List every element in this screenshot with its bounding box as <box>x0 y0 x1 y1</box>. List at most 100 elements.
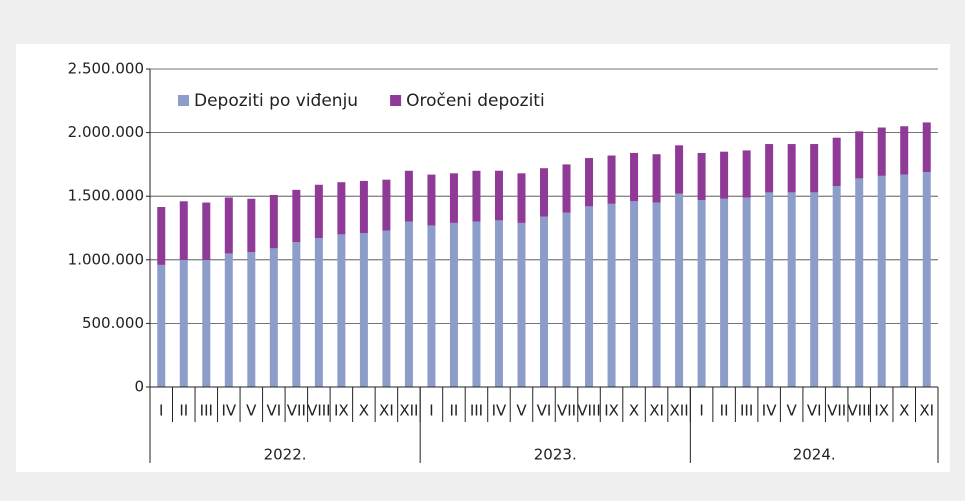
group-label: 2024. <box>793 446 836 464</box>
x-tick-label: IV <box>492 402 507 420</box>
bar-segment <box>742 150 751 198</box>
bar-segment <box>202 259 211 387</box>
bar-segment <box>337 182 346 235</box>
bar-segment <box>202 202 211 260</box>
bar-segment <box>247 252 256 387</box>
bar-segment <box>540 216 548 387</box>
bar-segment <box>179 259 188 387</box>
x-tick-label: V <box>516 402 527 420</box>
bar-segment <box>292 241 301 387</box>
bar-segment <box>157 264 166 387</box>
x-tick-label: VIII <box>577 402 601 420</box>
bar-segment <box>810 144 819 193</box>
bar-segment <box>179 201 188 260</box>
x-tick-label: XI <box>649 402 664 420</box>
bar-segment <box>585 206 594 387</box>
group-label: 2022. <box>264 446 307 464</box>
bar-segment <box>427 174 436 226</box>
x-tick-label: II <box>450 402 459 420</box>
x-tick-label: IX <box>604 402 619 420</box>
bar-segment <box>359 233 368 387</box>
bar-segment <box>472 170 481 222</box>
legend-swatch <box>390 95 402 106</box>
bar-segment <box>922 122 931 173</box>
bar-segment <box>652 154 661 203</box>
bar-segment <box>359 180 368 234</box>
bar-segment <box>697 152 706 201</box>
x-tick-label: I <box>159 402 163 420</box>
x-tick-label: VIII <box>847 402 871 420</box>
bar-segment <box>855 131 864 179</box>
x-tick-label: VII <box>557 402 576 420</box>
x-tick-label: XI <box>379 402 394 420</box>
x-tick-label: XII <box>399 402 418 420</box>
x-tick-label: VI <box>266 402 281 420</box>
bar-segment <box>382 179 391 231</box>
x-tick-label: I <box>429 402 433 420</box>
x-tick-label: VIII <box>307 402 331 420</box>
x-tick-label: IX <box>874 402 889 420</box>
x-tick-label: IV <box>762 402 777 420</box>
x-tick-label: VII <box>827 402 846 420</box>
y-tick-label: 1.000.000 <box>68 250 144 268</box>
bar-segment <box>562 164 571 213</box>
y-tick-label: 500.000 <box>82 314 144 332</box>
x-tick-label: X <box>359 402 369 420</box>
bar-segment <box>314 184 323 239</box>
bar-segment <box>427 225 436 387</box>
x-tick-label: X <box>629 402 639 420</box>
y-tick-label: 2.000.000 <box>68 123 144 141</box>
bar-segment <box>292 189 301 242</box>
bar-segment <box>652 202 661 387</box>
bar-segment <box>404 170 413 222</box>
bar-segment <box>472 221 481 387</box>
bar-segment <box>787 192 796 387</box>
bar-segment <box>157 207 166 265</box>
bar-segment <box>832 186 841 387</box>
bar-segment <box>247 198 256 253</box>
bar-segment <box>224 197 233 254</box>
bar-segment <box>742 197 751 387</box>
bar-segment <box>720 151 729 199</box>
x-tick-label: VII <box>287 402 306 420</box>
y-tick-label: 2.500.000 <box>68 60 144 78</box>
legend-swatch <box>178 95 189 106</box>
bar-segment <box>269 248 278 387</box>
bar-segment <box>787 144 796 193</box>
bar-segment <box>517 222 526 387</box>
bar-segment <box>449 173 458 223</box>
bar-segment <box>697 200 706 387</box>
bar-segment <box>675 145 684 194</box>
bar-segment <box>832 137 841 187</box>
bar-segment <box>810 192 819 387</box>
x-tick-label: XII <box>670 402 689 420</box>
x-tick-label: III <box>200 402 213 420</box>
bar-segment <box>765 192 774 387</box>
bar-segment <box>540 168 548 217</box>
y-tick-label: 0 <box>134 378 144 396</box>
x-tick-label: III <box>740 402 753 420</box>
bar-segment <box>900 126 909 175</box>
bar-segment <box>675 193 684 387</box>
x-tick-label: X <box>899 402 909 420</box>
group-label: 2023. <box>534 446 577 464</box>
x-tick-label: IX <box>334 402 349 420</box>
bar-segment <box>877 175 886 387</box>
bar-segment <box>607 203 616 387</box>
legend-label: Depoziti po viđenju <box>194 91 358 111</box>
bar-segment <box>337 234 346 387</box>
x-tick-label: VI <box>537 402 552 420</box>
bar-segment <box>607 155 616 204</box>
bar-segment <box>630 152 639 202</box>
bar-segment <box>224 253 233 387</box>
y-tick-label: 1.500.000 <box>68 187 144 205</box>
x-tick-label: IV <box>221 402 236 420</box>
x-tick-label: I <box>699 402 703 420</box>
bar-segment <box>517 173 526 223</box>
bar-segment <box>877 127 886 176</box>
bar-segment <box>382 230 391 387</box>
bar-segment <box>630 201 639 387</box>
bar-segment <box>494 170 503 221</box>
bar-segment <box>269 194 278 249</box>
